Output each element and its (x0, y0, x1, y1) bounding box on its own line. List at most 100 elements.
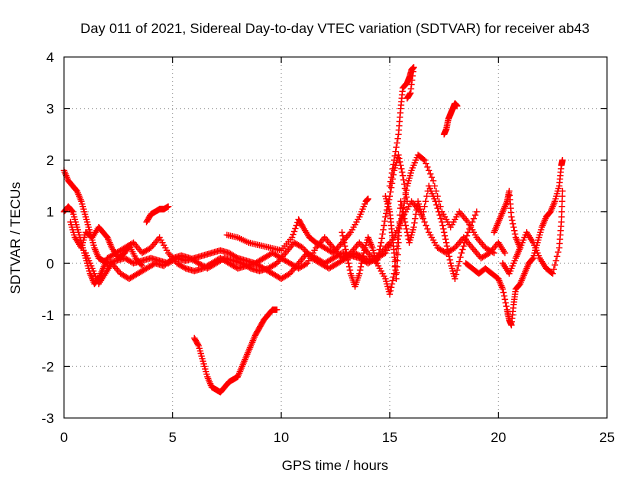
data-point (385, 196, 393, 203)
data-point (444, 246, 451, 253)
data-point (401, 215, 408, 222)
data-point (424, 163, 431, 171)
data-point (341, 242, 349, 250)
x-tick-label: 5 (169, 429, 177, 445)
data-point (358, 260, 365, 267)
data-point (559, 156, 566, 164)
data-point (375, 249, 383, 257)
data-point (455, 262, 462, 270)
data-point (428, 174, 435, 181)
data-point (451, 275, 459, 282)
data-point (377, 242, 384, 250)
data-point (388, 180, 396, 187)
data-point (396, 225, 403, 233)
y-tick-label: -3 (42, 410, 55, 426)
data-point (446, 256, 454, 264)
data-point (401, 181, 408, 188)
data-point (288, 234, 296, 241)
data-point (338, 229, 346, 236)
data-point (553, 253, 561, 260)
data-point (472, 211, 479, 219)
data-point (393, 275, 400, 282)
data-point (379, 230, 386, 238)
data-point (165, 203, 172, 210)
data-point (500, 292, 508, 300)
data-point (420, 156, 427, 163)
data-point (502, 299, 509, 307)
data-point (388, 284, 395, 291)
data-point (437, 215, 445, 222)
data-point (420, 208, 427, 215)
series-track-n (338, 151, 411, 290)
data-point (453, 102, 461, 110)
data-point (401, 185, 409, 192)
data-point (551, 261, 559, 269)
data-point (387, 287, 394, 294)
data-point (397, 198, 404, 205)
data-point (508, 217, 516, 224)
data-point (440, 225, 447, 233)
data-point (328, 248, 336, 256)
data-point (364, 195, 372, 203)
data-point (343, 249, 350, 257)
data-point (431, 182, 438, 190)
data-point (395, 239, 402, 246)
data-point (396, 218, 403, 226)
data-point (339, 232, 346, 239)
data-point (399, 208, 407, 215)
data-point (68, 207, 76, 215)
data-point (413, 206, 420, 214)
data-point (194, 341, 202, 348)
x-tick-label: 0 (60, 429, 68, 445)
data-point (434, 205, 441, 212)
data-point (398, 205, 406, 212)
data-point (246, 264, 253, 271)
data-point (456, 258, 463, 265)
data-point (501, 296, 509, 303)
data-point (433, 201, 440, 209)
series-track-g (440, 100, 461, 138)
data-point (516, 244, 524, 252)
data-point (422, 198, 429, 205)
data-point (403, 193, 410, 201)
series-track-k (67, 218, 146, 270)
data-point (384, 203, 391, 210)
data-point (462, 236, 470, 243)
data-point (394, 251, 401, 258)
data-point (393, 139, 401, 147)
data-point (374, 256, 381, 264)
data-point (386, 291, 393, 298)
data-point (400, 176, 407, 184)
data-point (180, 264, 188, 271)
data-point (346, 263, 353, 270)
series-track-e (143, 203, 172, 226)
data-point (419, 213, 426, 221)
data-point (293, 222, 300, 229)
data-point (412, 211, 420, 218)
data-point (381, 217, 388, 225)
series-track-i (462, 156, 566, 329)
data-point (398, 201, 405, 209)
data-point (373, 260, 380, 267)
data-point (425, 167, 433, 174)
data-point (387, 188, 394, 196)
x-tick-label: 20 (491, 429, 507, 445)
data-point (346, 266, 354, 274)
data-point (138, 262, 146, 270)
data-point (398, 168, 406, 176)
data-point (401, 218, 409, 226)
data-point (463, 232, 471, 239)
data-point (392, 148, 399, 155)
data-point (380, 222, 388, 229)
data-point (376, 246, 383, 253)
data-point (397, 162, 404, 169)
data-point (291, 228, 298, 235)
series-track-d (191, 306, 281, 396)
data-point (421, 156, 428, 164)
x-tick-label: 10 (273, 429, 289, 445)
data-point (345, 260, 352, 267)
data-point (396, 155, 403, 162)
data-point (421, 218, 428, 226)
data-point (529, 255, 536, 263)
data-point (289, 231, 297, 238)
